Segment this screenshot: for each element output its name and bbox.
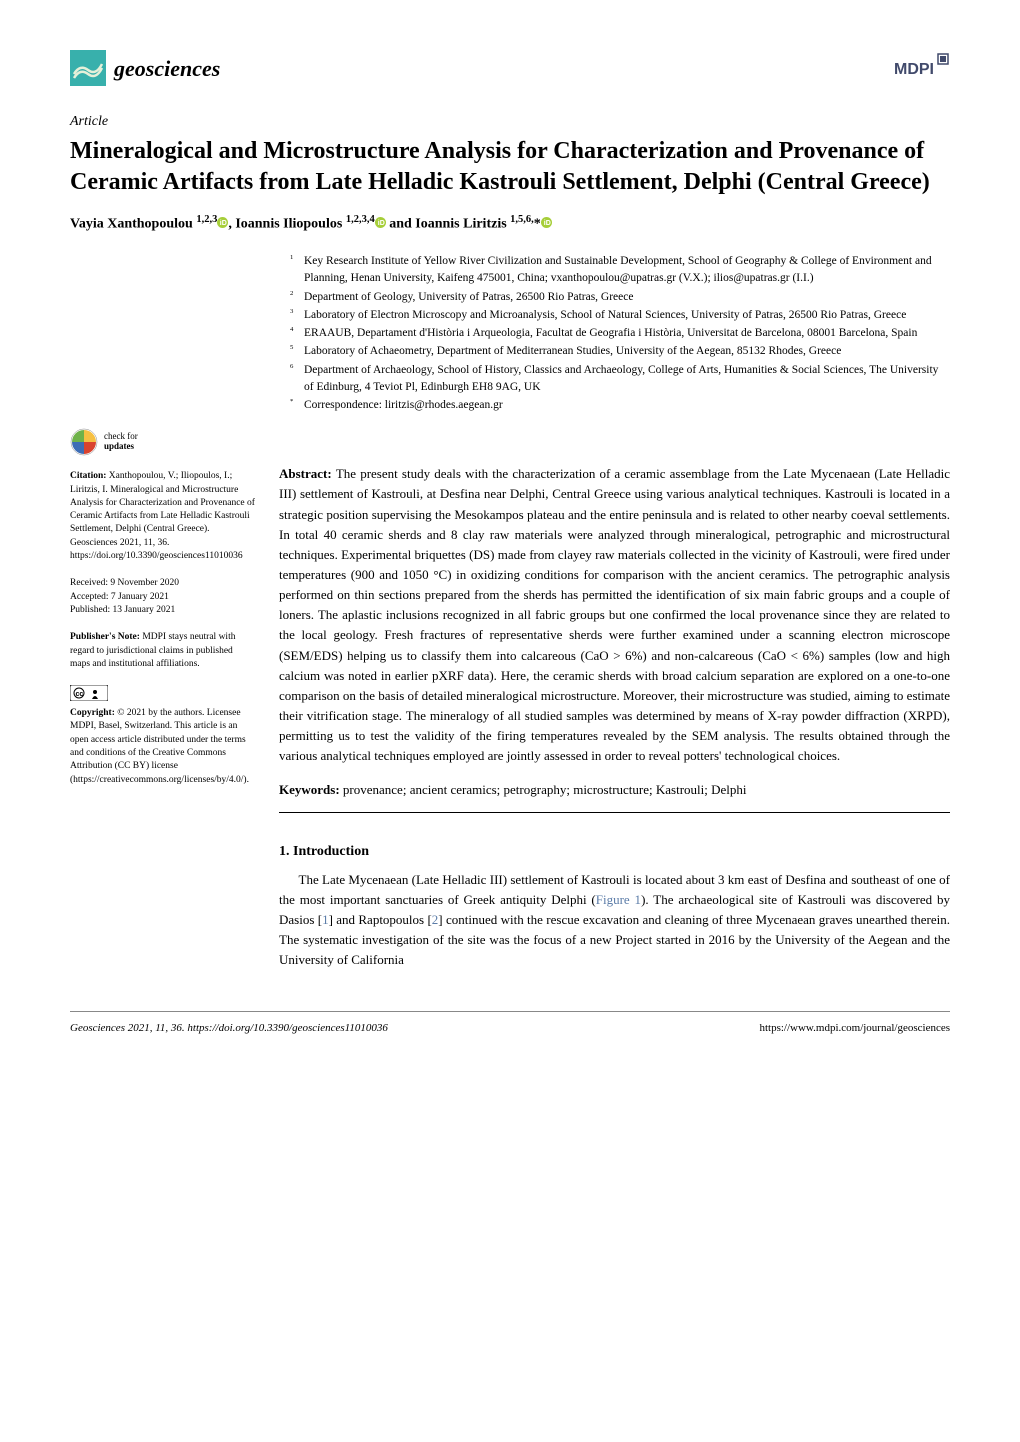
received-date: Received: 9 November 2020 bbox=[70, 577, 255, 590]
svg-text:iD: iD bbox=[220, 220, 227, 227]
affiliation-row: 5Laboratory of Achaeometry, Department o… bbox=[290, 343, 950, 360]
mdpi-logo: MDPI bbox=[894, 50, 950, 86]
section-heading-intro: 1. Introduction bbox=[279, 841, 950, 862]
abstract-block: Abstract: The present study deals with t… bbox=[279, 464, 950, 766]
affiliation-row: *Correspondence: liritzis@rhodes.aegean.… bbox=[290, 397, 950, 414]
cite-ref[interactable]: 1 bbox=[322, 912, 329, 927]
dates-block: Received: 9 November 2020 Accepted: 7 Ja… bbox=[70, 577, 255, 617]
figure-ref[interactable]: Figure 1 bbox=[596, 892, 641, 907]
svg-text:MDPI: MDPI bbox=[894, 61, 934, 78]
journal-logo: geosciences bbox=[70, 50, 220, 86]
footer: Geosciences 2021, 11, 36. https://doi.or… bbox=[70, 1011, 950, 1037]
check-for-updates[interactable]: check forupdates bbox=[70, 428, 255, 456]
copyright-block: Copyright: © 2021 by the authors. Licens… bbox=[70, 707, 255, 787]
accepted-date: Accepted: 7 January 2021 bbox=[70, 591, 255, 604]
journal-icon bbox=[70, 50, 106, 86]
abstract-text: The present study deals with the charact… bbox=[279, 466, 950, 763]
check-updates-label: check forupdates bbox=[104, 432, 138, 452]
svg-text:cc: cc bbox=[76, 691, 84, 698]
affiliations: 1Key Research Institute of Yellow River … bbox=[70, 253, 950, 414]
affiliation-row: 1Key Research Institute of Yellow River … bbox=[290, 253, 950, 288]
pubnote-label: Publisher's Note: bbox=[70, 632, 140, 642]
copyright-text: © 2021 by the authors. Licensee MDPI, Ba… bbox=[70, 708, 249, 784]
abstract-label: Abstract: bbox=[279, 466, 336, 481]
footer-right[interactable]: https://www.mdpi.com/journal/geosciences bbox=[759, 1020, 950, 1037]
citation-text: Xanthopoulou, V.; Iliopoulos, I.; Liritz… bbox=[70, 471, 255, 561]
orcid-icon: iD bbox=[375, 214, 386, 225]
orcid-icon: iD bbox=[541, 214, 552, 225]
affiliation-row: 4ERAAUB, Departament d'Història i Arqueo… bbox=[290, 325, 950, 342]
main-column: Abstract: The present study deals with t… bbox=[279, 428, 950, 970]
article-type: Article bbox=[70, 111, 950, 132]
citation-block: Citation: Xanthopoulou, V.; Iliopoulos, … bbox=[70, 470, 255, 563]
svg-text:iD: iD bbox=[544, 220, 551, 227]
copyright-label: Copyright: bbox=[70, 708, 115, 718]
affiliation-row: 2Department of Geology, University of Pa… bbox=[290, 289, 950, 306]
journal-name: geosciences bbox=[114, 52, 220, 85]
keywords-block: Keywords: provenance; ancient ceramics; … bbox=[279, 780, 950, 813]
keywords-text: provenance; ancient ceramics; petrograph… bbox=[343, 782, 747, 797]
sidebar: check forupdates Citation: Xanthopoulou,… bbox=[70, 428, 255, 970]
cite-ref[interactable]: 2 bbox=[432, 912, 439, 927]
header: geosciences MDPI bbox=[70, 50, 950, 86]
crossref-icon bbox=[70, 428, 98, 456]
footer-left: Geosciences 2021, 11, 36. https://doi.or… bbox=[70, 1020, 388, 1037]
publisher-note-block: Publisher's Note: MDPI stays neutral wit… bbox=[70, 631, 255, 671]
citation-label: Citation: bbox=[70, 471, 106, 481]
orcid-icon: iD bbox=[217, 214, 228, 225]
intro-paragraph: The Late Mycenaean (Late Helladic III) s… bbox=[279, 870, 950, 971]
affiliation-row: 6Department of Archaeology, School of Hi… bbox=[290, 362, 950, 397]
article-title: Mineralogical and Microstructure Analysi… bbox=[70, 136, 950, 198]
affiliation-row: 3Laboratory of Electron Microscopy and M… bbox=[290, 307, 950, 324]
cc-by-icon: cc bbox=[70, 685, 108, 701]
keywords-label: Keywords: bbox=[279, 782, 343, 797]
cc-license-badge: cc bbox=[70, 685, 255, 701]
footer-left-text: Geosciences 2021, 11, 36. https://doi.or… bbox=[70, 1022, 388, 1034]
published-date: Published: 13 January 2021 bbox=[70, 604, 255, 617]
svg-text:iD: iD bbox=[377, 220, 384, 227]
authors: Vayia Xanthopoulou 1,2,3iD, Ioannis Ilio… bbox=[70, 212, 950, 235]
